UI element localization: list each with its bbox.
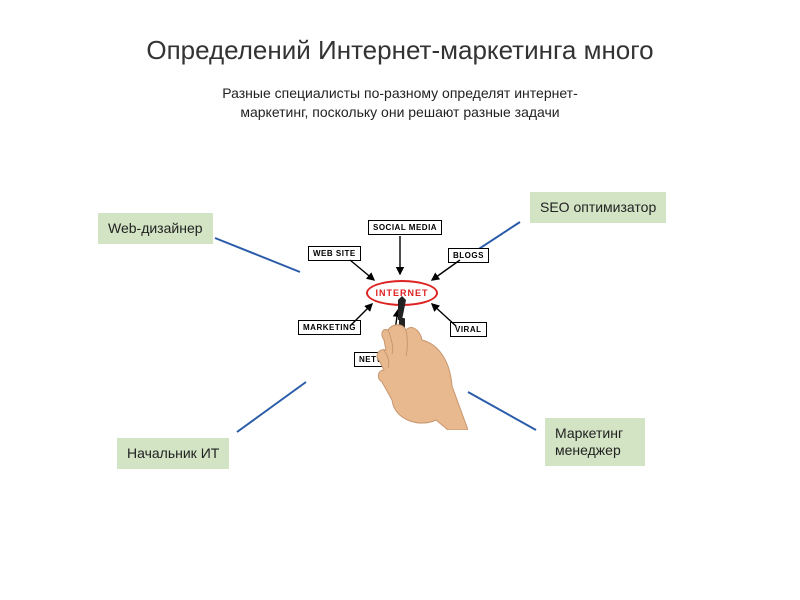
role-it-boss: Начальник ИТ — [117, 438, 229, 469]
subtitle-l1: Разные специалисты по-разному определят … — [222, 85, 577, 101]
center-diagram: SOCIAL MEDIA WEB SITE BLOGS MARKETING VI… — [290, 220, 510, 420]
hand-icon — [358, 290, 468, 430]
role-marketing-manager: Маркетинг менеджер — [545, 418, 645, 466]
role-mkt-l1: Маркетинг — [555, 425, 623, 441]
subtitle: Разные специалисты по-разному определят … — [0, 84, 800, 122]
role-web-designer: Web-дизайнер — [98, 213, 213, 244]
page-title: Определений Интернет-маркетинга много — [0, 0, 800, 66]
role-seo: SEO оптимизатор — [530, 192, 666, 223]
subtitle-l2: маркетинг, поскольку они решают разные з… — [240, 104, 559, 120]
role-mkt-l2: менеджер — [555, 442, 621, 458]
